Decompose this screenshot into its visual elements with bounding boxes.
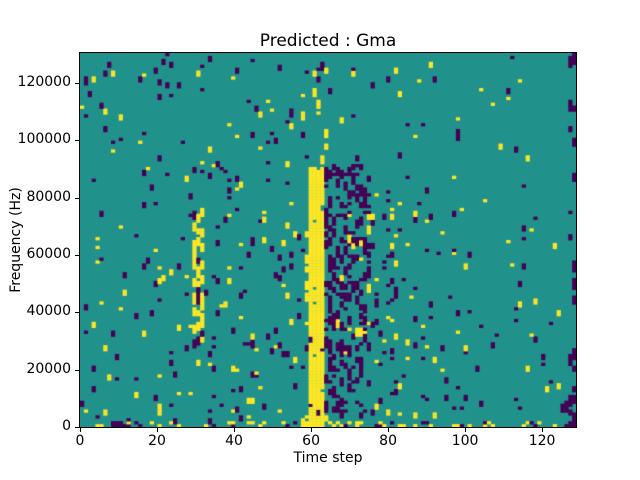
y-tick-mark	[75, 140, 79, 142]
y-tick-label: 120000	[17, 74, 71, 91]
y-tick-label: 100000	[17, 131, 71, 148]
x-tick-label: 40	[225, 433, 243, 449]
y-tick-mark	[75, 83, 79, 85]
chart-title: Predicted : Gma	[259, 31, 397, 51]
y-tick-mark	[75, 427, 79, 428]
x-tick-mark	[234, 428, 235, 432]
y-tick-label: 60000	[26, 246, 71, 262]
y-tick-label: 20000	[26, 360, 71, 377]
y-tick-mark	[75, 255, 79, 256]
y-tick-label: 80000	[26, 188, 71, 205]
x-tick-label: 100	[451, 433, 479, 449]
x-tick-mark	[311, 428, 313, 432]
x-tick-label: 0	[75, 433, 85, 449]
x-tick-mark	[80, 428, 81, 432]
heatmap-canvas	[80, 53, 576, 427]
x-tick-mark	[465, 428, 467, 432]
y-tick-mark	[75, 197, 79, 199]
y-tick-mark	[75, 369, 79, 371]
x-tick-mark	[388, 428, 390, 432]
x-tick-label: 120	[528, 433, 556, 449]
plot-border	[79, 52, 577, 428]
x-axis-label: Time step	[293, 450, 363, 466]
x-tick-mark	[157, 428, 158, 432]
x-tick-label: 80	[379, 433, 397, 449]
x-tick-mark	[542, 428, 544, 432]
y-tick-mark	[75, 312, 79, 314]
y-tick-label: 40000	[26, 303, 71, 320]
x-tick-label: 20	[148, 433, 166, 449]
y-tick-label: 0	[62, 418, 71, 434]
x-tick-label: 60	[302, 433, 320, 449]
